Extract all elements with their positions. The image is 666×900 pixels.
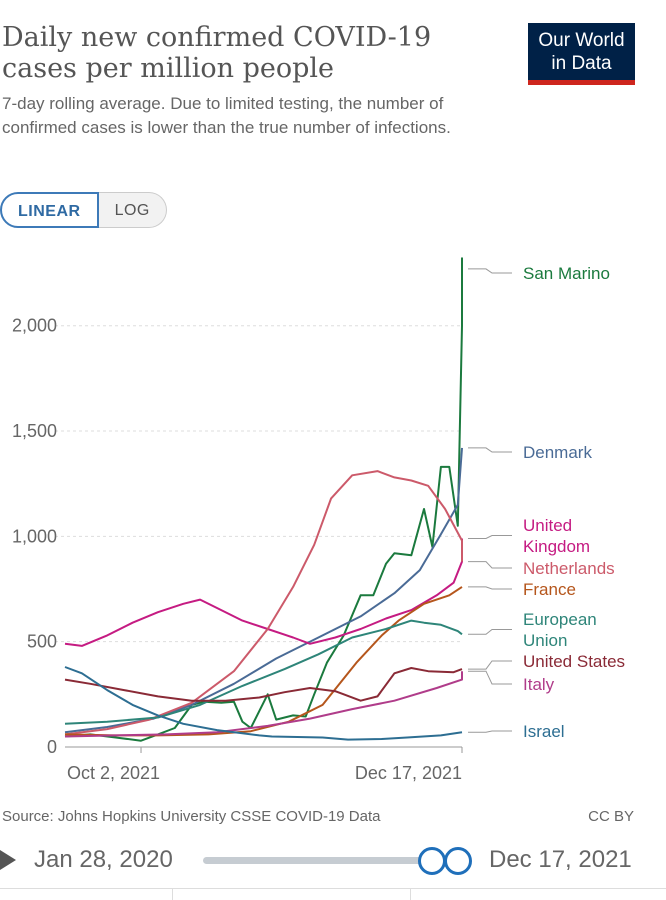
- timeline-start-handle[interactable]: [418, 847, 446, 875]
- series-label: France: [523, 580, 576, 599]
- series-label: United: [523, 516, 572, 535]
- legend-leader-line: [468, 447, 512, 453]
- series-label: Kingdom: [523, 537, 590, 556]
- legend-leader-line: [468, 586, 512, 590]
- timeline-end-handle[interactable]: [444, 847, 472, 875]
- logo-line-2: in Data: [551, 53, 612, 74]
- x-tick-label: Dec 17, 2021: [355, 763, 462, 783]
- y-tick-label: 1,000: [12, 526, 57, 546]
- timeline-track[interactable]: [203, 857, 453, 864]
- footer-tab-divider: [172, 888, 173, 900]
- legend-leader-line: [468, 670, 512, 685]
- timeline: Jan 28, 2020 Dec 17, 2021: [0, 840, 666, 880]
- series-label: Italy: [523, 675, 555, 694]
- series-line: [64, 538, 463, 647]
- legend-leader-line: [468, 561, 512, 569]
- series-line: [64, 671, 463, 738]
- legend-leader-line: [468, 268, 512, 274]
- scale-toggle: LINEAR LOG: [0, 192, 167, 228]
- legend-leader-line: [468, 660, 512, 670]
- series-label: European: [523, 610, 597, 629]
- y-tick-label: 0: [47, 737, 57, 757]
- log-scale-button[interactable]: LOG: [98, 192, 167, 228]
- y-tick-label: 1,500: [12, 421, 57, 441]
- timeline-start-date: Jan 28, 2020: [34, 846, 173, 873]
- footer-divider: [0, 888, 666, 889]
- series-line: [64, 586, 463, 737]
- logo-line-1: Our World: [538, 30, 625, 51]
- series-line: [64, 257, 463, 742]
- legend-leader-line: [468, 535, 512, 539]
- timeline-end-date: Dec 17, 2021: [489, 846, 632, 873]
- series-line: [64, 666, 463, 741]
- y-tick-label: 500: [27, 632, 57, 652]
- series-label: Israel: [523, 722, 565, 741]
- line-chart: 0 500 1,000 1,500 2,000 Oct 2, 2021 Dec 17, 20…: [12, 257, 625, 783]
- chart-subtitle: 7-day rolling average. Due to limited te…: [2, 94, 451, 137]
- legend-leader-line: [468, 730, 512, 733]
- chart-title: Daily new confirmed COVID-19 cases per m…: [2, 22, 432, 84]
- linear-scale-button[interactable]: LINEAR: [0, 192, 99, 228]
- legend-leader-line: [468, 629, 512, 635]
- series-label: Union: [523, 631, 567, 650]
- series-label: Netherlands: [523, 559, 615, 578]
- series-line: [64, 619, 463, 725]
- y-tick-label: 2,000: [12, 316, 57, 336]
- logo-accent-bar: [528, 80, 635, 85]
- series-label: United States: [523, 652, 625, 671]
- x-tick-label: Oct 2, 2021: [67, 763, 160, 783]
- series-line: [64, 667, 463, 702]
- play-icon[interactable]: [0, 850, 16, 870]
- series-label: Denmark: [523, 443, 592, 462]
- footer-tab-divider: [410, 888, 411, 900]
- series-line: [64, 470, 463, 736]
- series-label: San Marino: [523, 264, 610, 283]
- data-source[interactable]: Source: Johns Hopkins University CSSE CO…: [2, 808, 381, 825]
- owid-logo[interactable]: Our World in Data: [528, 23, 635, 85]
- license-link[interactable]: CC BY: [588, 808, 634, 825]
